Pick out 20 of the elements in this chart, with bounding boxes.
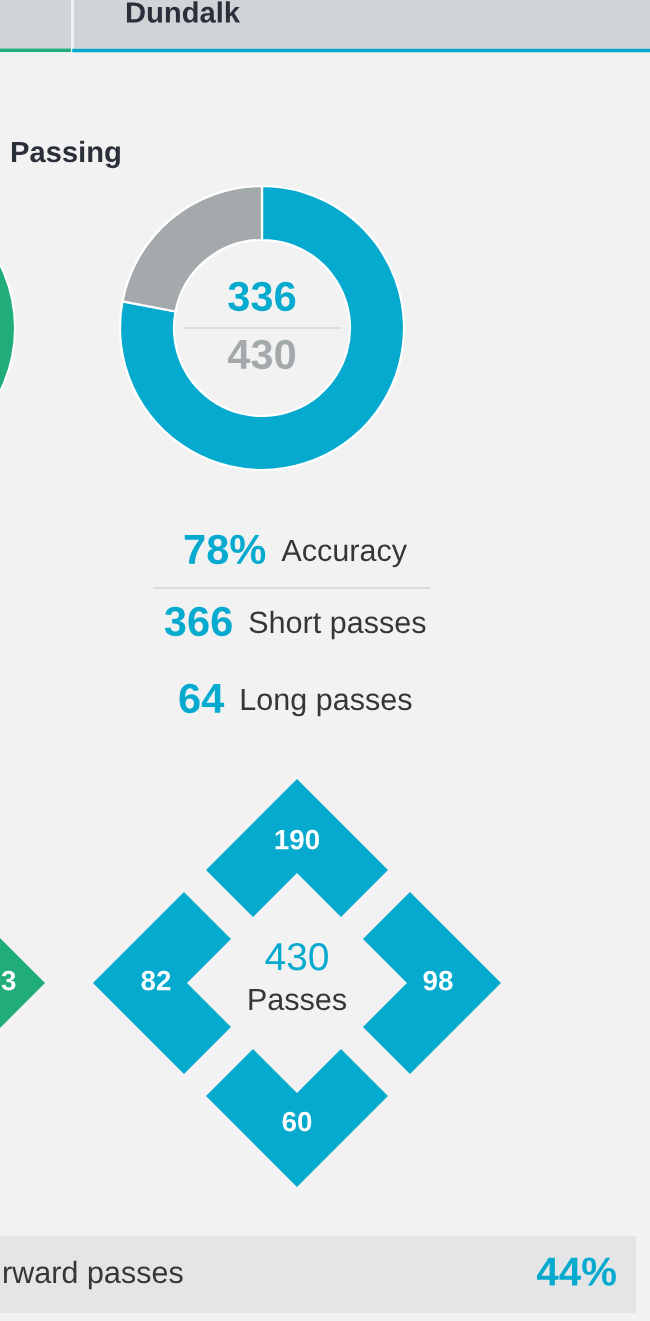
- text: 366: [164, 606, 232, 637]
- category-label: rward passes: [4, 1260, 183, 1290]
- text: 82: [141, 970, 171, 991]
- text: 98: [423, 970, 453, 991]
- text: 430: [265, 942, 328, 971]
- category-label: Accuracy: [281, 539, 407, 568]
- text: 60: [282, 1111, 312, 1132]
- text: Passes: [249, 988, 346, 1011]
- text: 78%: [184, 534, 266, 565]
- text: 430: [227, 339, 296, 370]
- text: Dundalk: [126, 1, 241, 23]
- text: 336: [228, 281, 296, 312]
- category-label: Short passes: [249, 610, 426, 640]
- text: 44%: [537, 1257, 616, 1286]
- text: 64: [179, 683, 225, 714]
- category-label: Long passes: [241, 688, 412, 717]
- donut-slice: [118, 184, 406, 472]
- text: 190: [275, 829, 320, 850]
- chart-title: Passing: [11, 140, 120, 169]
- text: 3: [1, 970, 16, 991]
